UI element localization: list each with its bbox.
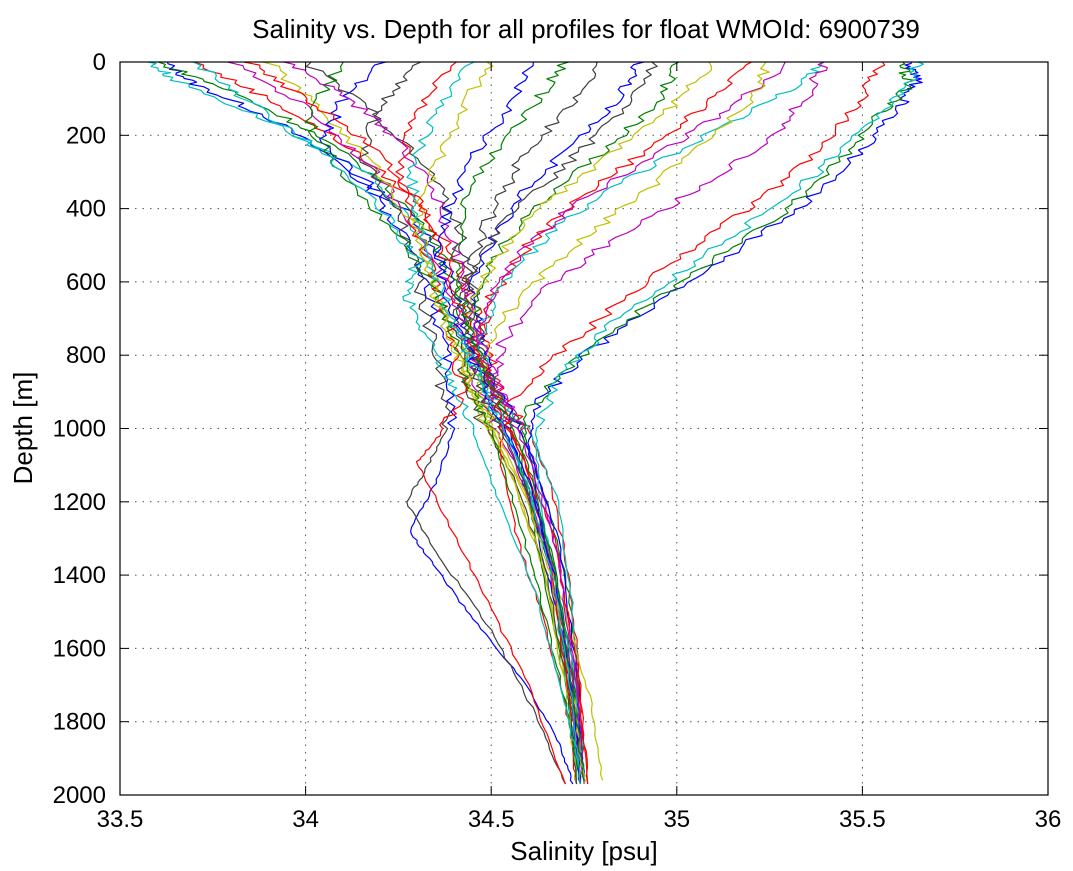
salinity-profile-line — [477, 62, 825, 781]
y-tick-label: 1200 — [53, 489, 106, 516]
x-tick-label: 33.5 — [97, 806, 144, 833]
salinity-profile-line — [243, 62, 581, 785]
salinity-profile-line — [467, 62, 644, 781]
y-tick-labels: 0 200 400 600 800 1000 1200 1400 1600 1800 2000 — [53, 49, 106, 809]
x-tick-labels: 33.5 34 34.5 35 35.5 36 — [97, 806, 1062, 833]
axis-ticks — [119, 61, 1049, 796]
salinity-profile-line — [319, 62, 574, 785]
y-tick-label: 1000 — [53, 416, 106, 443]
y-axis-label: Depth [m] — [8, 372, 38, 485]
salinity-profile-line — [520, 62, 915, 781]
salinity-profile-line — [473, 62, 752, 785]
salinity-profile-line — [395, 62, 566, 785]
salinity-profile-line — [475, 62, 770, 785]
x-tick-label: 34 — [292, 806, 319, 833]
x-tick-label: 35.5 — [839, 806, 886, 833]
y-tick-label: 0 — [93, 49, 106, 76]
grid-lines — [120, 62, 1048, 795]
salinity-profile-line — [192, 62, 581, 781]
x-tick-label: 36 — [1035, 806, 1062, 833]
y-tick-label: 1400 — [53, 562, 106, 589]
y-tick-label: 2000 — [53, 782, 106, 809]
x-tick-label: 34.5 — [468, 806, 515, 833]
x-tick-label: 35 — [663, 806, 690, 833]
y-tick-label: 400 — [66, 196, 106, 223]
salinity-profile-line — [410, 62, 585, 785]
salinity-profile-line — [358, 62, 566, 785]
salinity-profile-line — [304, 62, 581, 785]
salinity-profile-line — [487, 62, 828, 781]
salinity-profile-line — [284, 62, 585, 785]
y-tick-label: 200 — [66, 122, 106, 149]
salinity-profile-line — [450, 62, 585, 781]
salinity-profile-line — [193, 62, 589, 785]
salinity-profile-line — [527, 62, 923, 785]
salinity-profile-line — [406, 62, 581, 785]
y-tick-label: 600 — [66, 269, 106, 296]
y-tick-label: 1600 — [53, 635, 106, 662]
y-tick-label: 800 — [66, 342, 106, 369]
x-axis-label: Salinity [psu] — [510, 836, 657, 866]
profile-lines — [147, 62, 925, 785]
chart-title: Salinity vs. Depth for all profiles for … — [252, 14, 920, 44]
salinity-profile-line — [262, 62, 604, 781]
y-tick-label: 1800 — [53, 709, 106, 736]
salinity-profile-line — [497, 62, 886, 785]
